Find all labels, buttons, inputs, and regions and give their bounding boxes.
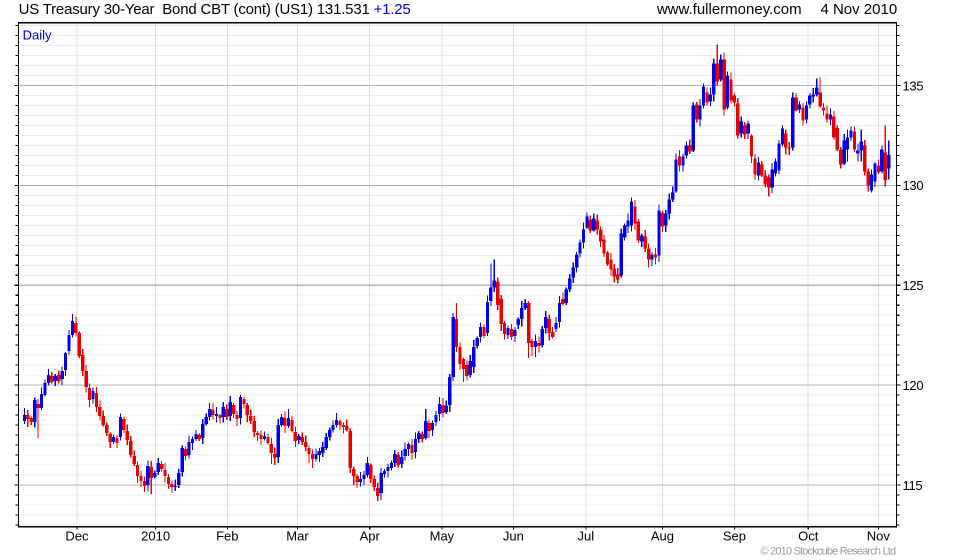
svg-text:120: 120 xyxy=(903,378,924,393)
svg-text:US Treasury 30-Year Bond CBT: US Treasury 30-Year Bond CBT (cont) (US1… xyxy=(19,1,411,18)
svg-text:Apr: Apr xyxy=(360,529,381,544)
svg-text:135: 135 xyxy=(903,78,924,93)
svg-text:Sep: Sep xyxy=(723,529,746,544)
svg-text:May: May xyxy=(430,529,455,544)
svg-text:Dec: Dec xyxy=(65,529,89,544)
svg-text:Nov: Nov xyxy=(867,529,891,544)
svg-text:Jun: Jun xyxy=(503,529,524,544)
svg-text:Oct: Oct xyxy=(798,529,819,544)
svg-text:125: 125 xyxy=(903,278,924,293)
svg-text:4 Nov 2010: 4 Nov 2010 xyxy=(820,1,897,18)
svg-text:2010: 2010 xyxy=(141,529,170,544)
svg-text:Aug: Aug xyxy=(651,529,674,544)
svg-text:© 2010 Stockcube Research Ltd: © 2010 Stockcube Research Ltd xyxy=(761,546,896,558)
svg-text:Daily: Daily xyxy=(23,27,52,42)
svg-text:Mar: Mar xyxy=(286,529,309,544)
svg-text:130: 130 xyxy=(903,178,924,193)
svg-text:www.fullermoney.com: www.fullermoney.com xyxy=(656,1,802,18)
svg-text:115: 115 xyxy=(903,478,923,493)
svg-text:Feb: Feb xyxy=(216,529,238,544)
svg-text:Jul: Jul xyxy=(577,529,594,544)
